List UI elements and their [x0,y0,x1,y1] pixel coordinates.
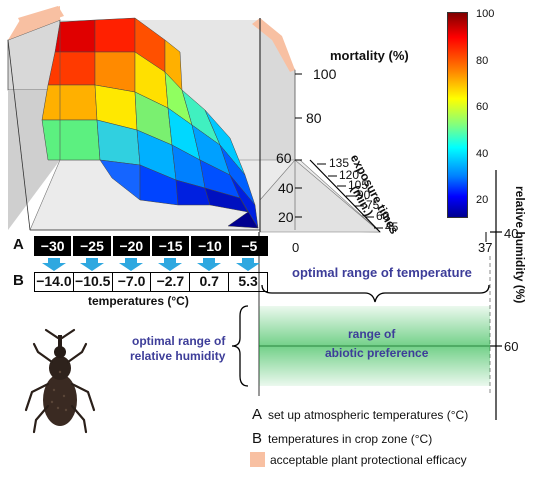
legend-a-text: set up atmospheric temperatures (°C) [268,408,469,422]
row-b-cell: −10.5 [72,273,112,291]
z-tick-80: 80 [306,110,322,126]
legend-b-text: temperatures in crop zone (°C) [268,432,433,446]
colorbar [447,12,468,218]
exposure-tick-135: 135 [329,156,350,170]
row-a-cell: −10 [189,236,228,256]
range-label-line2: abiotic preference [325,346,429,360]
row-a-cell: −25 [71,236,110,256]
weevil-image [24,328,96,434]
humidity-tick-60: 60 [504,339,519,354]
exposure-tick-120: 120 [339,168,360,182]
row-b-cell: −7.0 [111,273,151,291]
exposure-tick-75: 75 [366,198,380,212]
optimal-temperature-label: optimal range of temperature [292,265,472,280]
z-tick-60: 60 [276,150,292,166]
optimal-humidity-line2: relative humidity [130,349,226,363]
temp-axis-max: 37 [478,240,493,255]
humidity-tick-40: 40 [504,226,519,241]
colorbar-tick-100: 100 [476,8,495,20]
row-a-temperatures: −30 −25 −20 −15 −10 −5 [34,236,268,256]
exposure-tick-90: 90 [357,188,371,202]
colorbar-tick-40: 40 [476,148,489,160]
temp-axis-min: 0 [292,240,300,255]
z-tick-40: 40 [278,180,294,196]
row-b-temperatures: −14.0 −10.5 −7.0 −2.7 0.7 5.3 [34,272,268,292]
optimal-humidity-line1: optimal range of [132,334,226,348]
row-b-cell: 5.3 [228,273,267,291]
row-a-cell: −5 [228,236,268,256]
legend-a-letter: A [252,406,263,423]
row-b-cell: 0.7 [189,273,228,291]
row-b-cell: −14.0 [36,273,72,289]
colorbar-tick-80: 80 [476,55,489,67]
mortality-axis-label: mortality (%) [330,48,409,63]
exposure-tick-105: 105 [348,178,369,192]
row-a-cell: −15 [149,236,189,256]
colorbar-tick-20: 20 [476,194,489,206]
legend-swatch [250,452,265,467]
row-a-letter: A [13,236,24,253]
humidity-axis-label: relative humidity (%) [513,186,527,304]
row-b-cell: −2.7 [150,273,189,291]
exposure-tick-45: 45 [385,220,399,234]
colorbar-tick-60: 60 [476,101,489,113]
abiotic-preference-region [259,306,490,386]
temperatures-label: temperatures (°C) [88,294,189,308]
legend-swatch-text: acceptable plant protectional efficacy [270,453,467,467]
row-a-cell: −30 [40,238,65,254]
z-tick-20: 20 [278,209,294,225]
row-a-cell: −20 [110,236,150,256]
row-b-letter: B [13,272,24,289]
range-label-line1: range of [348,327,396,341]
exposure-tick-60: 60 [376,209,390,223]
z-tick-100: 100 [313,66,337,82]
legend-b-letter: B [252,430,263,447]
